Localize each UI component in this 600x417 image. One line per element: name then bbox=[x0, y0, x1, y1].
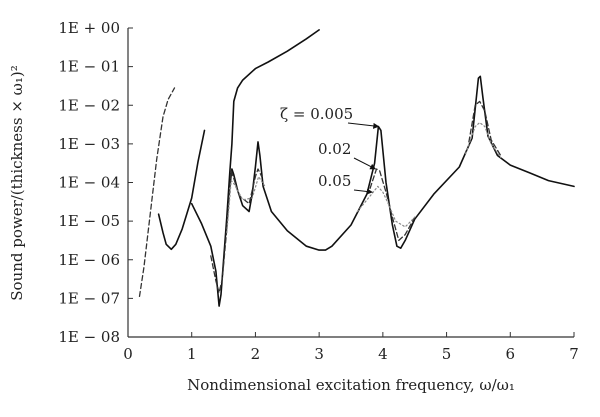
series-dotted-line bbox=[465, 122, 502, 158]
plot-lines bbox=[138, 29, 575, 307]
y-tick-label: 1E − 01 bbox=[58, 58, 120, 76]
x-tick-label: 6 bbox=[506, 345, 516, 363]
annotation-label: 0.05 bbox=[318, 172, 351, 190]
annotation-arrow bbox=[347, 122, 380, 129]
x-tick-label: 4 bbox=[378, 345, 388, 363]
series-solid-line bbox=[229, 75, 575, 251]
y-ticks: 1E − 08 1E − 07 1E − 06 1E − 05 1E − 04 1E − … bbox=[58, 19, 133, 346]
x-ticks: 0 1 2 3 4 5 6 7 bbox=[123, 332, 579, 363]
y-tick-label: 1E + 00 bbox=[58, 19, 120, 37]
y-tick-label: 1E − 08 bbox=[58, 328, 120, 346]
series-dashed-line bbox=[468, 100, 502, 157]
x-tick-label: 5 bbox=[442, 345, 452, 363]
series-solid-line bbox=[157, 129, 206, 251]
series-dashed-line bbox=[210, 168, 263, 294]
annotations: ζ = 0.005 0.02 0.05 bbox=[280, 105, 380, 195]
annotation-label: 0.02 bbox=[318, 140, 351, 158]
annotation-arrow bbox=[353, 157, 377, 170]
y-tick-label: 1E − 07 bbox=[58, 289, 120, 307]
y-tick-label: 1E − 06 bbox=[58, 251, 120, 269]
series-dashed-line bbox=[138, 87, 176, 298]
y-tick-label: 1E − 04 bbox=[58, 174, 120, 192]
x-tick-label: 7 bbox=[569, 345, 579, 363]
x-tick-label: 1 bbox=[187, 345, 197, 363]
x-tick-label: 3 bbox=[314, 345, 324, 363]
y-tick-label: 1E − 05 bbox=[58, 212, 120, 230]
x-axis-title: Nondimensional excitation frequency, ω/ω… bbox=[187, 376, 515, 394]
series-dashed-line bbox=[369, 168, 416, 242]
series-solid-line bbox=[190, 29, 320, 307]
annotation-arrow bbox=[353, 188, 373, 195]
y-tick-label: 1E − 03 bbox=[58, 135, 120, 153]
annotation-label: ζ = 0.005 bbox=[280, 105, 353, 123]
x-tick-label: 0 bbox=[123, 345, 133, 363]
x-tick-label: 2 bbox=[251, 345, 261, 363]
y-tick-label: 1E − 02 bbox=[58, 96, 120, 114]
y-axis-title: Sound power/(thickness × ω₁)² bbox=[8, 65, 26, 301]
series-dotted-line bbox=[356, 185, 416, 228]
series-dotted-line bbox=[226, 176, 266, 234]
